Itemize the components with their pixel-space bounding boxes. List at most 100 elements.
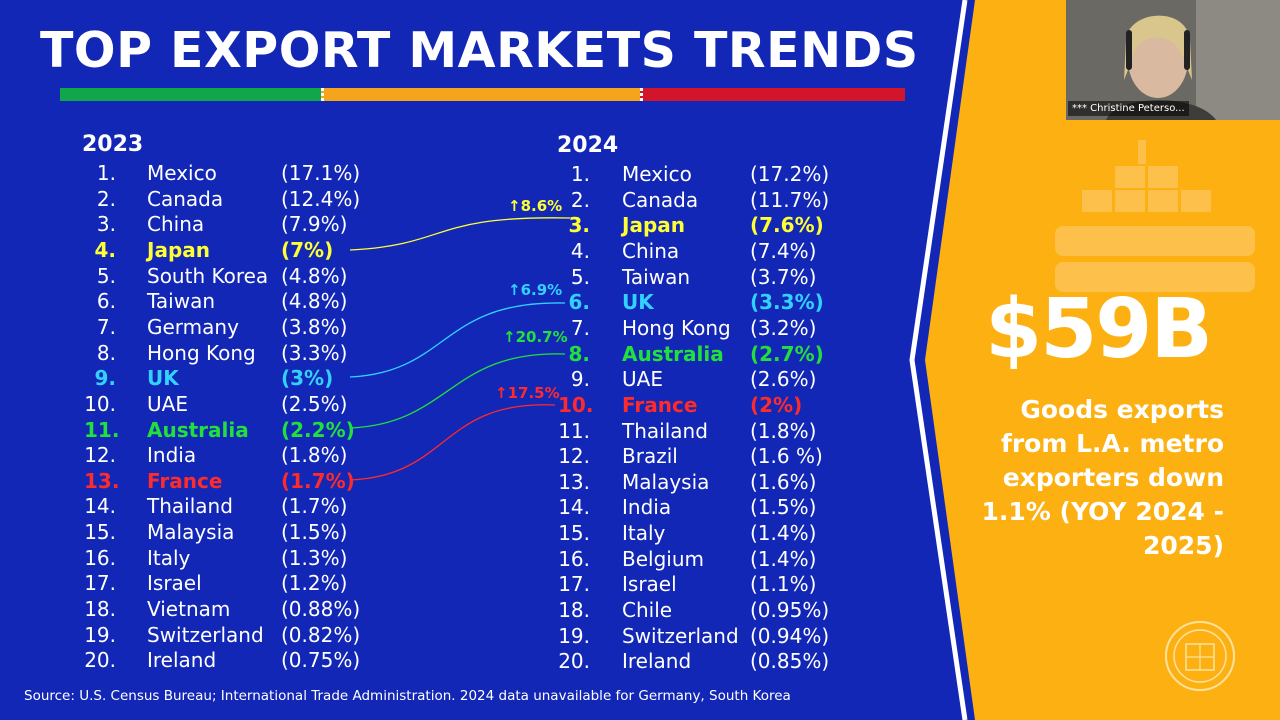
- share-percent: (7.6%): [750, 213, 824, 238]
- stat-value: $59B: [985, 282, 1213, 377]
- rank-number: 7.: [96, 314, 116, 339]
- country-name: Switzerland: [147, 622, 264, 647]
- country-name: Mexico: [622, 162, 692, 186]
- country-name: Vietnam: [147, 597, 231, 622]
- rank-number: 9.: [94, 366, 116, 391]
- rank-number: 17.: [84, 571, 116, 596]
- country-name: Italy: [147, 545, 191, 570]
- share-percent: (3.7%): [750, 264, 817, 289]
- rank-number: 4.: [570, 238, 590, 263]
- rank-number: 14.: [84, 494, 116, 519]
- country-name: South Korea: [147, 263, 269, 288]
- rank-number: 14.: [558, 495, 590, 520]
- rank-number: 18.: [84, 597, 116, 622]
- country-name: China: [622, 238, 680, 263]
- country-name: UK: [622, 290, 654, 315]
- rank-number: 8.: [96, 340, 116, 365]
- rank-number: 5.: [570, 264, 590, 289]
- country-name: Germany: [147, 314, 239, 339]
- rank-number: 10.: [84, 391, 116, 416]
- participant-video-tile[interactable]: [1066, 0, 1280, 120]
- share-percent: (4.8%): [281, 289, 348, 314]
- change-france-label: ↑17.5%: [495, 384, 560, 402]
- participant-name: *** Christine Peterso...: [1068, 101, 1189, 116]
- rank-number: 5.: [96, 263, 116, 288]
- share-percent: (0.95%): [750, 598, 830, 623]
- rank-number: 8.: [568, 341, 590, 366]
- share-percent: (1.1%): [750, 572, 817, 597]
- share-percent: (1.6%): [750, 469, 817, 494]
- share-percent: (11.7%): [750, 187, 830, 212]
- share-percent: (0.82%): [281, 622, 361, 647]
- share-percent: (1.4%): [750, 521, 817, 546]
- country-name: Ireland: [147, 648, 217, 673]
- share-percent: (3.8%): [281, 314, 348, 339]
- country-name: China: [147, 212, 205, 237]
- rank-number: 16.: [558, 546, 590, 571]
- country-name: India: [147, 443, 197, 468]
- rank-number: 4.: [94, 237, 116, 262]
- rank-number: 18.: [558, 598, 590, 623]
- change-uk-label: ↑6.9%: [508, 281, 563, 299]
- share-percent: (1.7%): [281, 468, 355, 493]
- rank-number: 7.: [570, 315, 590, 340]
- rank-number: 2.: [570, 187, 590, 212]
- share-percent: (3%): [281, 366, 334, 391]
- connector-uk: [349, 302, 566, 378]
- share-percent: (0.88%): [281, 597, 361, 622]
- rank-number: 11.: [84, 417, 120, 442]
- rank-number: 16.: [84, 545, 116, 570]
- rank-number: 3.: [96, 212, 116, 237]
- country-name: Japan: [147, 237, 210, 262]
- rank-number: 10.: [558, 392, 594, 417]
- country-name: Mexico: [147, 161, 217, 185]
- country-name: Ireland: [622, 649, 692, 674]
- share-percent: (17.2%): [750, 162, 830, 186]
- source-note: Source: U.S. Census Bureau; Internationa…: [24, 688, 791, 704]
- share-percent: (1.8%): [750, 418, 817, 443]
- country-name: Thailand: [147, 494, 233, 519]
- share-percent: (1.4%): [750, 546, 817, 571]
- country-name: Israel: [147, 571, 202, 596]
- connector-france: [349, 404, 556, 481]
- share-percent: (7.4%): [750, 238, 817, 263]
- share-percent: (4.8%): [281, 263, 348, 288]
- rank-number: 6.: [96, 289, 116, 314]
- share-percent: (1.8%): [281, 443, 348, 468]
- rank-number: 15.: [84, 520, 116, 545]
- change-japan-label: ↑8.6%: [508, 197, 563, 215]
- country-name: Hong Kong: [147, 340, 256, 365]
- share-percent: (1.5%): [750, 495, 817, 520]
- country-name: Canada: [147, 186, 224, 211]
- share-percent: (3.3%): [750, 290, 824, 315]
- country-name: Canada: [622, 187, 699, 212]
- share-percent: (12.4%): [281, 186, 361, 211]
- share-percent: (17.1%): [281, 161, 361, 185]
- city-seal-icon: [1165, 621, 1235, 691]
- rank-number: 19.: [84, 622, 116, 647]
- share-percent: (0.75%): [281, 648, 361, 673]
- rank-number: 20.: [558, 649, 590, 674]
- rank-number: 12.: [558, 444, 590, 469]
- country-name: Thailand: [622, 418, 708, 443]
- rank-number: 1.: [96, 161, 116, 185]
- share-percent: (7.9%): [281, 212, 348, 237]
- rank-number: 17.: [558, 572, 590, 597]
- country-name: UK: [147, 366, 179, 391]
- share-percent: (1.3%): [281, 545, 348, 570]
- share-percent: (0.85%): [750, 649, 830, 674]
- rank-number: 12.: [84, 443, 116, 468]
- country-name: Italy: [622, 521, 666, 546]
- participant-video-icon: [1066, 0, 1280, 120]
- country-name: France: [147, 468, 223, 493]
- share-percent: (0.94%): [750, 623, 830, 648]
- share-percent: (3.2%): [750, 315, 817, 340]
- country-name: Israel: [622, 572, 677, 597]
- connector-japan: [349, 217, 571, 251]
- share-percent: (2.6%): [750, 367, 817, 392]
- rank-number: 19.: [558, 623, 590, 648]
- year-2023-heading: 2023: [82, 132, 144, 157]
